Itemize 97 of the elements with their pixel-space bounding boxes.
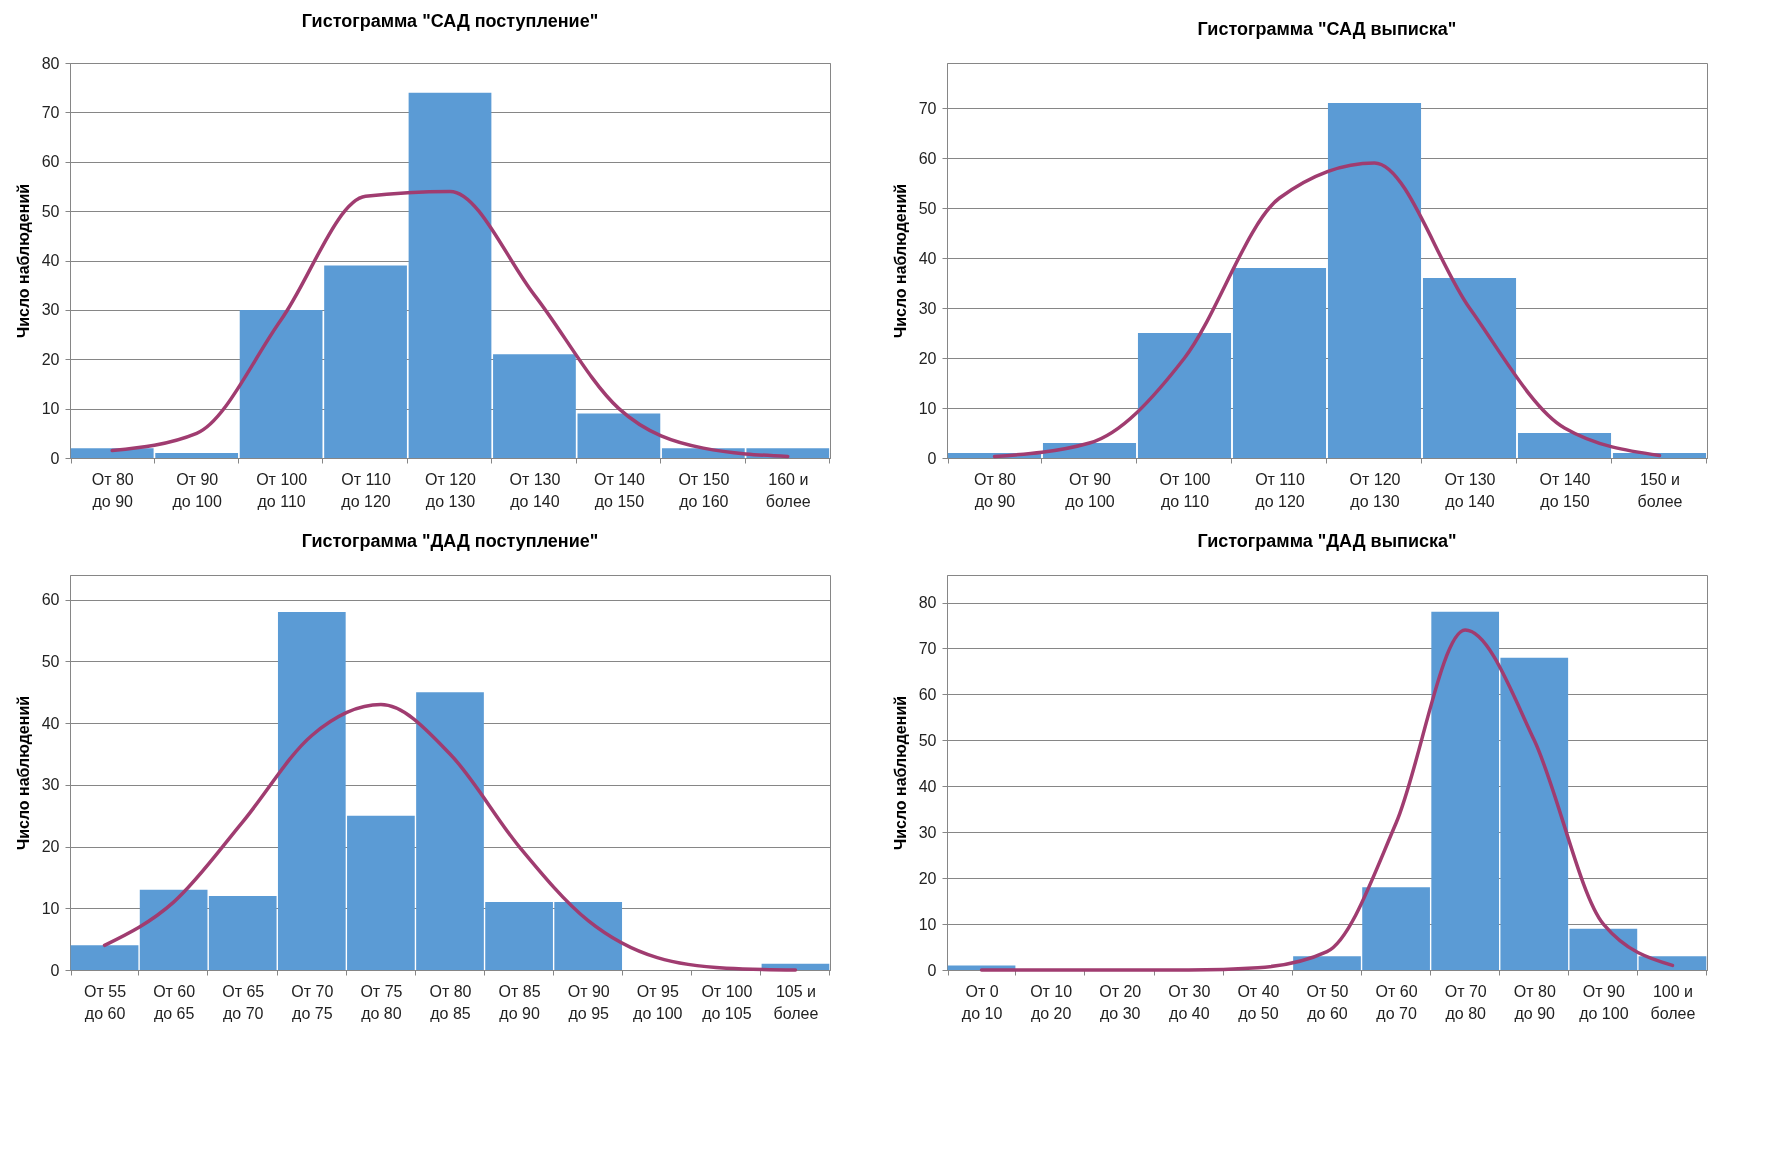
y-tick-label: 30	[918, 299, 937, 317]
bar	[1327, 103, 1422, 458]
x-tick-label: От 70 до 80	[1444, 982, 1487, 1022]
x-tick-label: От 110 до 120	[1255, 470, 1305, 510]
x-tick-label: От 90 до 100	[1579, 982, 1629, 1022]
y-tick-label: 50	[918, 199, 937, 217]
x-tick-label: От 120 до 130	[425, 470, 477, 510]
y-tick-label: 30	[41, 301, 60, 319]
y-tick-label: 10	[918, 399, 937, 417]
y-tick-label: 10	[918, 915, 937, 933]
bar	[577, 413, 661, 458]
x-tick-label: От 0 до 10	[961, 982, 1003, 1022]
x-tick-label: От 90 до 100	[1065, 470, 1115, 510]
bar	[1137, 333, 1232, 458]
y-tick-label: 0	[50, 449, 60, 467]
bar	[1422, 278, 1517, 458]
y-tick-label: 70	[41, 103, 60, 121]
line-series	[992, 161, 1662, 459]
y-tick-label: 0	[927, 449, 937, 467]
x-tick-label: 105 и более	[773, 982, 819, 1022]
y-tick-label: 40	[918, 249, 937, 267]
y-tick-label: 60	[41, 153, 60, 171]
x-tick-label: От 100 до 110	[1159, 470, 1211, 510]
y-tick-label: 80	[918, 594, 937, 612]
y-tick-label: 30	[918, 823, 937, 841]
bar	[493, 354, 576, 458]
x-tick-label: От 80 до 90	[973, 470, 1017, 510]
y-tick-label: 10	[41, 400, 60, 418]
x-tick-label: От 65 до 70	[222, 982, 265, 1022]
x-tick-label: От 85 до 90	[498, 982, 541, 1022]
y-tick-label: 80	[41, 54, 60, 72]
x-tick-label: 150 и более	[1637, 470, 1683, 510]
y-tick-label: 0	[50, 961, 60, 979]
bar	[239, 309, 323, 458]
x-tick-label: От 60 до 70	[1375, 982, 1418, 1022]
x-tick-label: От 55 до 60	[84, 982, 127, 1022]
y-tick-label: 50	[41, 202, 60, 220]
y-tick-label: 10	[41, 899, 60, 917]
chart-title: Гистограмма "САД выписка"	[1197, 19, 1457, 39]
chart-title: Гистограмма "САД поступление"	[301, 11, 599, 31]
x-tick-label: 100 и более	[1650, 982, 1696, 1022]
y-tick-label: 70	[918, 99, 937, 117]
bar	[324, 265, 407, 458]
bar	[1569, 928, 1638, 970]
x-tick-label: От 120 до 130	[1349, 470, 1401, 510]
x-tick-label: От 60 до 65	[153, 982, 196, 1022]
y-tick-label: 40	[41, 714, 60, 732]
x-tick-label: От 50 до 60	[1306, 982, 1349, 1022]
x-tick-label: От 80 до 85	[429, 982, 472, 1022]
x-tick-label: От 100 до 110	[256, 470, 308, 510]
line-series	[110, 189, 790, 459]
x-tick-label: От 70 до 75	[291, 982, 334, 1022]
y-axis-title: Число наблюдений	[14, 695, 32, 851]
y-tick-label: 40	[918, 777, 937, 795]
x-tick-label: От 80 до 90	[1513, 982, 1556, 1022]
y-axis-title: Число наблюдений	[891, 183, 909, 339]
chart-title: Гистограмма "ДАД выписка"	[1197, 531, 1457, 551]
x-tick-label: От 20 до 30	[1099, 982, 1142, 1022]
x-tick-label: От 140 до 150	[593, 470, 645, 510]
bar	[408, 92, 492, 458]
x-tick-label: От 95 до 100	[633, 982, 683, 1022]
x-tick-label: От 90 до 100	[172, 470, 222, 510]
x-tick-label: От 10 до 20	[1030, 982, 1073, 1022]
y-tick-label: 60	[41, 591, 60, 609]
x-tick-label: От 75 до 80	[360, 982, 403, 1022]
y-tick-label: 20	[41, 838, 60, 856]
x-tick-label: От 80 до 90	[91, 470, 134, 510]
x-tick-label: От 130 до 140	[509, 470, 561, 510]
chart-title: Гистограмма "ДАД поступление"	[301, 531, 599, 551]
x-tick-label: От 110 до 120	[341, 470, 392, 510]
y-tick-label: 40	[41, 252, 60, 269]
bar	[1517, 433, 1612, 458]
x-tick-label: От 150 до 160	[678, 470, 730, 510]
x-tick-label: От 30 до 40	[1168, 982, 1211, 1022]
bar	[139, 889, 208, 970]
line-series	[979, 628, 1675, 972]
x-tick-label: От 140 до 150	[1539, 470, 1591, 510]
x-tick-label: 160 и более	[765, 470, 811, 510]
y-axis-title: Число наблюдений	[14, 183, 32, 339]
x-tick-label: От 130 до 140	[1444, 470, 1496, 510]
y-tick-label: 50	[918, 731, 937, 749]
x-tick-label: От 40 до 50	[1237, 982, 1280, 1022]
y-tick-label: 20	[41, 350, 60, 368]
y-tick-label: 20	[918, 869, 937, 887]
y-tick-label: 30	[41, 776, 60, 794]
bar	[1232, 268, 1327, 458]
line-series	[102, 702, 798, 972]
y-tick-label: 20	[918, 349, 937, 367]
y-tick-label: 50	[41, 652, 60, 670]
x-tick-label: От 90 до 95	[567, 982, 610, 1022]
y-tick-label: 0	[927, 961, 937, 979]
x-tick-label: От 100 до 105	[701, 982, 753, 1022]
y-axis-title: Число наблюдений	[891, 695, 909, 851]
y-tick-label: 60	[918, 149, 937, 167]
y-tick-label: 70	[918, 639, 937, 657]
y-tick-label: 60	[918, 685, 937, 703]
bar	[70, 945, 139, 970]
